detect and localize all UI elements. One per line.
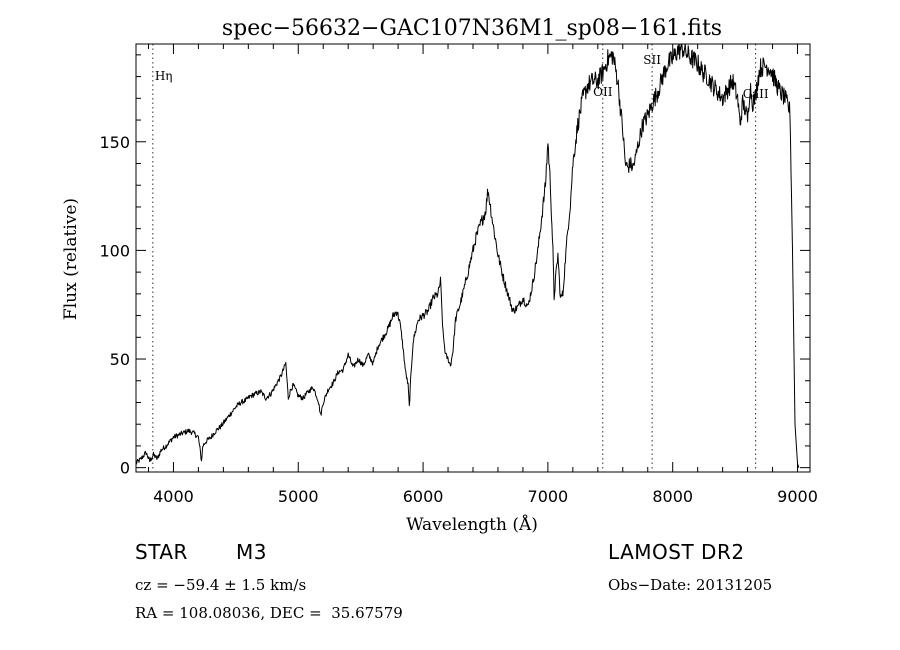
plot-frame (135, 43, 811, 473)
x-tick-label: 9000 (777, 487, 818, 506)
x-tick-label: 8000 (652, 487, 693, 506)
plot-axes (135, 43, 811, 473)
chart-title: spec−56632−GAC107N36M1_sp08−161.fits (222, 16, 722, 41)
line-marker-label: OII (593, 85, 613, 99)
line-marker-label: Hη (155, 69, 173, 83)
x-tick-label: 5000 (278, 487, 319, 506)
line-marker-label: SII (643, 53, 661, 67)
y-tick-label: 150 (99, 133, 130, 152)
sky-coordinates: RA = 108.08036, DEC = 35.67579 (135, 604, 403, 622)
spectrum-line (135, 43, 800, 468)
y-axis-label: Flux (relative) (61, 198, 81, 320)
tick-marks: 4000 5000 6000 7000 8000 9000 0 50 100 150 (99, 44, 818, 506)
x-tick-label: 4000 (153, 487, 194, 506)
x-tick-label: 7000 (528, 487, 569, 506)
x-axis-label: Wavelength (Å) (406, 514, 538, 535)
redshift-velocity: cz = −59.4 ± 1.5 km/s (135, 576, 307, 594)
y-tick-label: 50 (110, 350, 130, 369)
object-class: STAR (135, 540, 188, 564)
y-tick-label: 100 (99, 241, 130, 260)
x-tick-label: 6000 (403, 487, 444, 506)
observation-date: Obs−Date: 20131205 (608, 576, 773, 594)
object-subclass: M3 (236, 540, 267, 564)
survey-name: LAMOST DR2 (608, 540, 745, 564)
spectrum-series (135, 43, 800, 468)
y-tick-label: 0 (120, 459, 130, 478)
